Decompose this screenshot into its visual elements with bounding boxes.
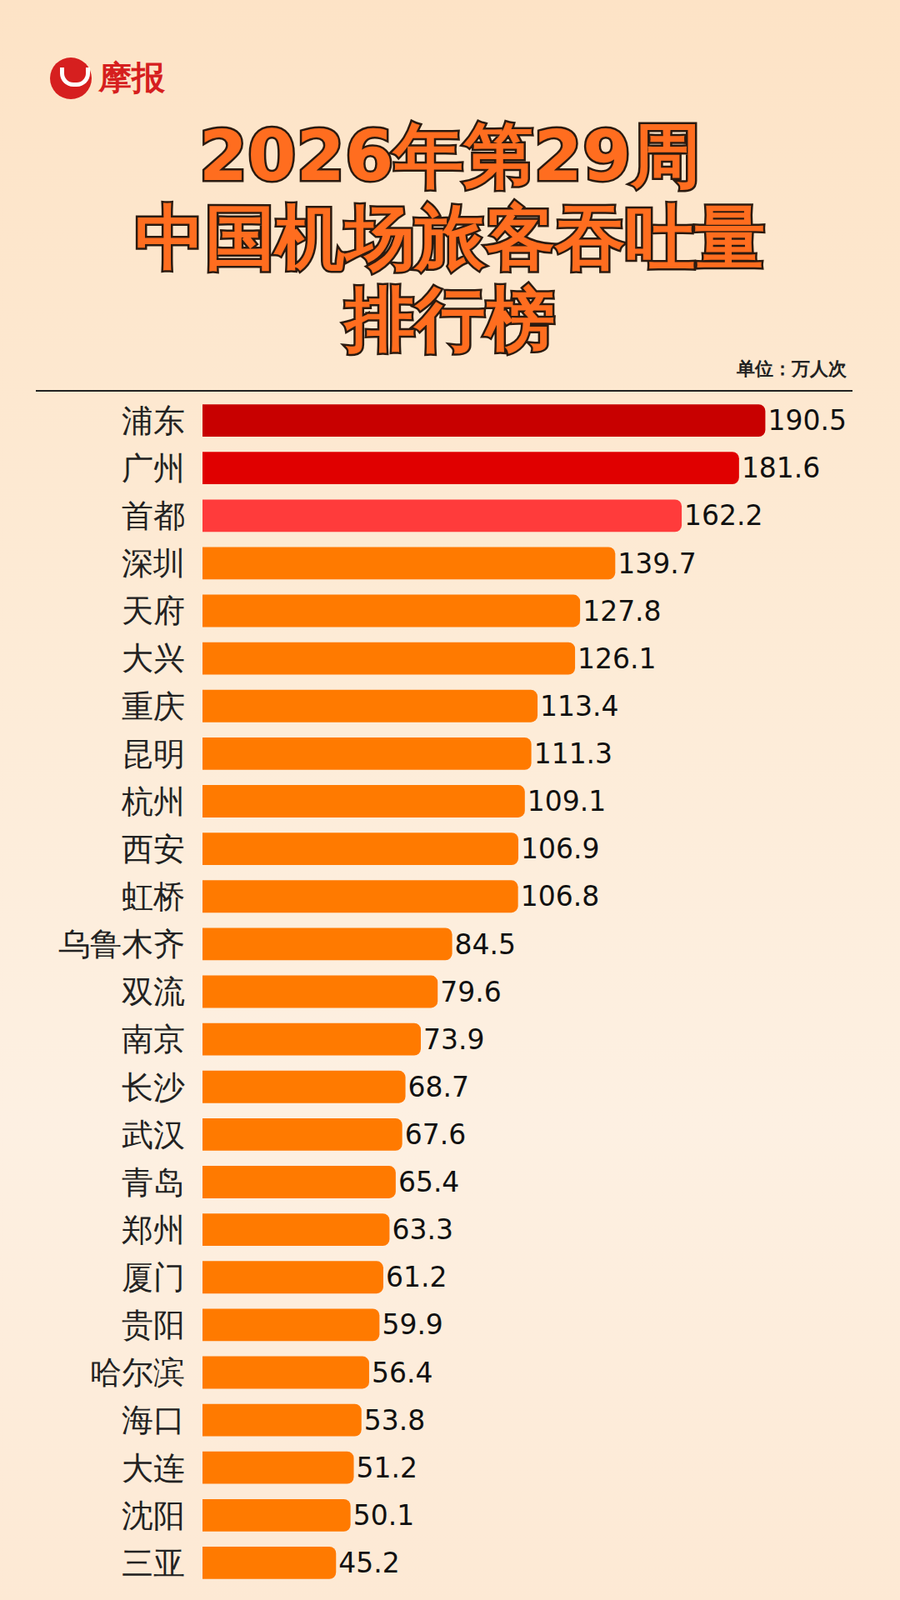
html-text:2026年第29周: 2026年第29周: [198, 115, 702, 197]
svg-text:武汉: 武汉: [121, 1116, 185, 1154]
html-text:中国机场旅客吞吐量: 中国机场旅客吞吐量: [135, 196, 765, 279]
svg-text:84.5: 84.5: [455, 928, 516, 961]
svg-text:虹桥: 虹桥: [121, 878, 185, 915]
svg-text:南京: 南京: [121, 1020, 185, 1058]
svg-text:沈阳: 沈阳: [121, 1497, 185, 1535]
svg-text:昆明: 昆明: [121, 735, 185, 773]
svg-text:56.4: 56.4: [371, 1356, 433, 1390]
svg-text:大连: 大连: [121, 1450, 185, 1487]
html-text:单位：万人次: 单位：万人次: [736, 358, 847, 380]
svg-text:190.5: 190.5: [767, 404, 846, 437]
svg-text:海口: 海口: [121, 1401, 185, 1439]
svg-text:162.2: 162.2: [684, 499, 763, 532]
svg-text:73.9: 73.9: [423, 1023, 485, 1056]
svg-text:79.6: 79.6: [440, 975, 501, 1009]
svg-text:109.1: 109.1: [527, 785, 606, 818]
svg-text:61.2: 61.2: [385, 1260, 447, 1294]
svg-text:139.7: 139.7: [617, 547, 696, 580]
svg-text:113.4: 113.4: [540, 690, 619, 723]
svg-text:53.8: 53.8: [364, 1404, 425, 1437]
svg-text:126.1: 126.1: [577, 642, 656, 675]
svg-text:50.1: 50.1: [353, 1499, 415, 1532]
svg-text:青岛: 青岛: [121, 1164, 185, 1201]
svg-text:郑州: 郑州: [121, 1211, 185, 1249]
svg-text:111.3: 111.3: [534, 737, 613, 770]
svg-text:45.2: 45.2: [338, 1546, 400, 1580]
svg-text:广州: 广州: [121, 450, 185, 487]
svg-text:63.3: 63.3: [391, 1213, 453, 1246]
svg-text:65.4: 65.4: [398, 1165, 460, 1199]
svg-text:双流: 双流: [121, 973, 185, 1010]
svg-text:67.6: 67.6: [405, 1118, 466, 1151]
svg-text:深圳: 深圳: [121, 545, 185, 582]
svg-text:181.6: 181.6: [741, 451, 820, 485]
svg-text:68.7: 68.7: [408, 1070, 470, 1104]
svg-text:厦门: 厦门: [121, 1259, 185, 1296]
svg-text:杭州: 杭州: [120, 783, 185, 820]
svg-text:127.8: 127.8: [582, 595, 661, 628]
svg-text:首都: 首都: [121, 497, 185, 535]
svg-text:大兴: 大兴: [121, 640, 185, 677]
svg-text:三亚: 三亚: [121, 1545, 185, 1582]
svg-text:浦东: 浦东: [121, 402, 185, 440]
svg-text:51.2: 51.2: [356, 1451, 418, 1485]
svg-text:重庆: 重庆: [121, 688, 185, 725]
svg-text:106.8: 106.8: [520, 880, 600, 913]
svg-text:106.9: 106.9: [520, 832, 600, 865]
svg-text:西安: 西安: [121, 830, 185, 868]
svg-text:贵阳: 贵阳: [121, 1306, 185, 1344]
svg-text:天府: 天府: [121, 592, 185, 630]
svg-text:乌鲁木齐: 乌鲁木齐: [58, 925, 185, 963]
svg-text:长沙: 长沙: [121, 1069, 185, 1106]
svg-text:59.9: 59.9: [381, 1308, 443, 1341]
html-text:摩报: 摩报: [98, 58, 165, 97]
html-text:排行榜: 排行榜: [345, 278, 555, 360]
svg-text:哈尔滨: 哈尔滨: [90, 1354, 185, 1391]
